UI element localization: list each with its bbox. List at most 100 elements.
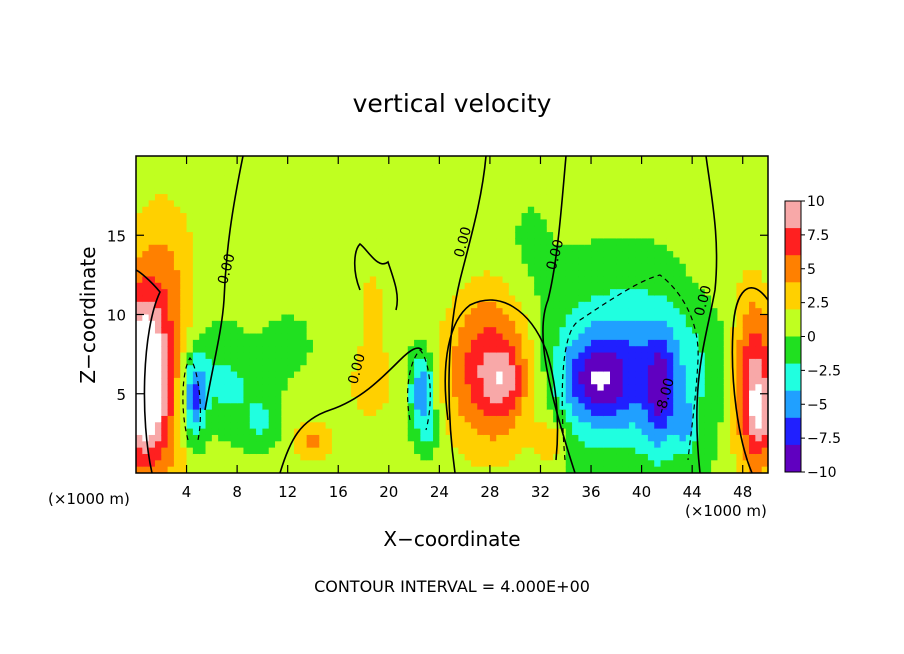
heatmap-cell xyxy=(439,358,447,366)
heatmap-cell xyxy=(445,320,453,328)
heatmap-cell xyxy=(136,447,143,455)
heatmap-cell xyxy=(692,409,700,417)
heatmap-cell xyxy=(205,200,213,208)
heatmap-cell xyxy=(331,320,339,328)
heatmap-cell xyxy=(268,384,276,392)
heatmap-cell xyxy=(717,409,725,417)
heatmap-cell xyxy=(546,409,554,417)
heatmap-cell xyxy=(256,168,263,176)
heatmap-cell xyxy=(338,289,346,297)
heatmap-cell xyxy=(540,200,548,208)
heatmap-cell xyxy=(237,415,245,423)
heatmap-cell xyxy=(477,156,485,163)
heatmap-cell xyxy=(584,365,592,373)
heatmap-cell xyxy=(338,194,346,201)
heatmap-cell xyxy=(755,365,763,373)
heatmap-cell xyxy=(458,156,466,163)
heatmap-cell xyxy=(641,200,649,208)
heatmap-cell xyxy=(578,301,586,309)
heatmap-cell xyxy=(287,434,295,442)
heatmap-cell xyxy=(730,276,737,284)
heatmap-cell xyxy=(445,251,453,259)
heatmap-cell xyxy=(660,200,668,208)
heatmap-cell xyxy=(635,213,643,220)
heatmap-cell xyxy=(199,156,207,163)
heatmap-cell xyxy=(237,270,245,278)
heatmap-cell xyxy=(584,327,592,335)
heatmap-cell xyxy=(319,428,327,436)
heatmap-cell xyxy=(167,339,175,347)
heatmap-cell xyxy=(192,181,200,189)
heatmap-cell xyxy=(237,352,245,360)
heatmap-cell xyxy=(388,194,396,201)
heatmap-cell xyxy=(711,181,719,189)
heatmap-cell xyxy=(243,175,251,182)
heatmap-cell xyxy=(136,371,143,379)
heatmap-cell xyxy=(414,403,421,411)
heatmap-cell xyxy=(382,358,390,366)
heatmap-cell xyxy=(527,263,535,271)
heatmap-cell xyxy=(211,200,219,208)
heatmap-cell xyxy=(306,327,314,335)
heatmap-cell xyxy=(237,320,245,328)
heatmap-cell xyxy=(224,447,232,455)
heatmap-cell xyxy=(647,270,655,278)
heatmap-cell xyxy=(584,187,592,195)
heatmap-cell xyxy=(363,187,371,195)
heatmap-cell xyxy=(591,194,598,201)
heatmap-cell xyxy=(515,403,523,411)
heatmap-cell xyxy=(414,263,421,271)
heatmap-cell xyxy=(407,263,415,271)
heatmap-cell xyxy=(641,428,649,436)
heatmap-cell xyxy=(186,206,194,214)
heatmap-cell xyxy=(628,460,636,468)
heatmap-cell xyxy=(723,257,731,265)
heatmap-cell xyxy=(660,314,668,322)
heatmap-cell xyxy=(616,175,624,182)
heatmap-cell xyxy=(647,409,655,417)
heatmap-cell xyxy=(464,200,472,208)
heatmap-cell xyxy=(647,415,655,423)
heatmap-cell xyxy=(369,390,377,398)
heatmap-cell xyxy=(211,327,219,335)
heatmap-cell xyxy=(407,358,415,366)
heatmap-cell xyxy=(565,168,573,176)
heatmap-cell xyxy=(445,428,453,436)
heatmap-cell xyxy=(256,162,263,170)
heatmap-cell xyxy=(717,320,725,328)
heatmap-cell xyxy=(161,194,169,201)
heatmap-cell xyxy=(319,327,327,335)
heatmap-cell xyxy=(755,428,763,436)
heatmap-cell xyxy=(173,270,181,278)
heatmap-cell xyxy=(294,447,301,455)
heatmap-cell xyxy=(502,441,510,449)
heatmap-cell xyxy=(319,213,327,220)
heatmap-cell xyxy=(306,162,314,170)
heatmap-cell xyxy=(363,333,371,341)
heatmap-cell xyxy=(382,219,390,227)
heatmap-cell xyxy=(395,371,403,379)
heatmap-cell xyxy=(268,257,276,265)
heatmap-cell xyxy=(628,251,636,259)
heatmap-cell xyxy=(483,308,491,316)
heatmap-cell xyxy=(262,276,270,284)
heatmap-cell xyxy=(357,441,365,449)
heatmap-cell xyxy=(692,447,700,455)
heatmap-cell xyxy=(508,422,516,430)
heatmap-cell xyxy=(230,276,238,284)
heatmap-cell xyxy=(730,422,737,430)
heatmap-cell xyxy=(553,377,561,385)
heatmap-cell xyxy=(736,168,744,176)
heatmap-cell xyxy=(666,447,674,455)
heatmap-cell xyxy=(489,447,497,455)
heatmap-cell xyxy=(704,301,712,309)
heatmap-cell xyxy=(704,175,712,182)
heatmap-cell xyxy=(622,181,630,189)
heatmap-cell xyxy=(319,447,327,455)
heatmap-cell xyxy=(338,428,346,436)
heatmap-cell xyxy=(230,352,238,360)
heatmap-cell xyxy=(527,282,535,290)
heatmap-cell xyxy=(521,453,529,461)
heatmap-cell xyxy=(666,422,674,430)
heatmap-cell xyxy=(698,422,706,430)
